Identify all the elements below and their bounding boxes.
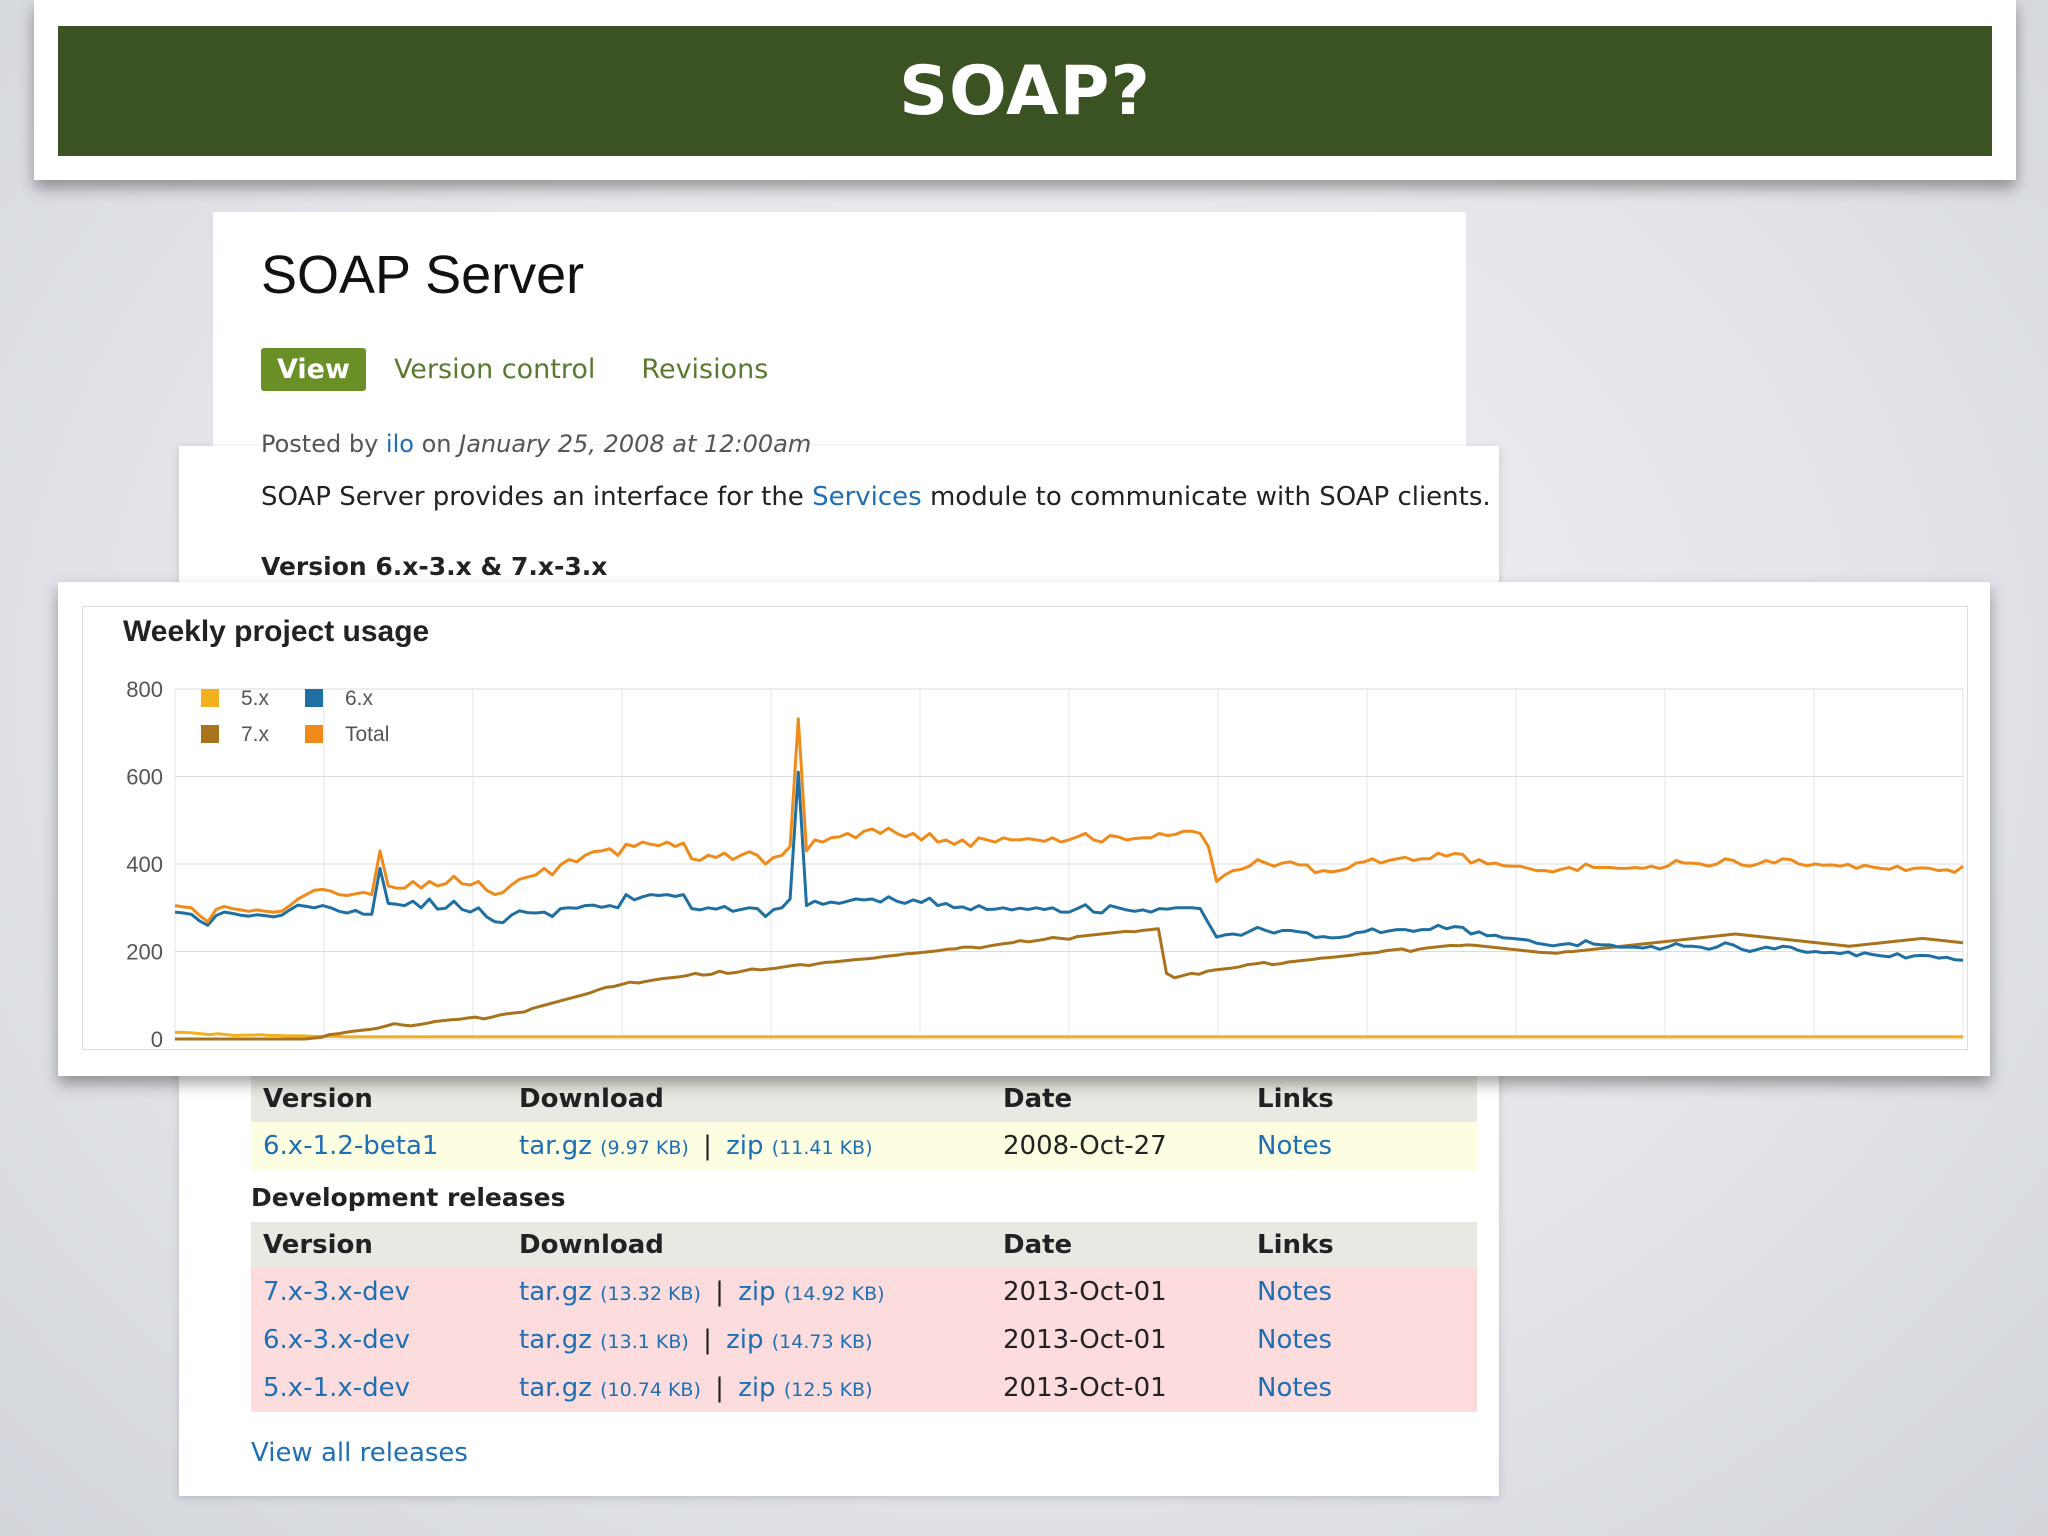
zip-size: (11.41 KB) — [771, 1137, 873, 1159]
zip-size: (14.92 KB) — [783, 1283, 885, 1305]
legend-label: Total — [345, 723, 389, 746]
slide-title-frame: SOAP? — [34, 0, 2016, 180]
notes-link[interactable]: Notes — [1257, 1131, 1333, 1161]
version-link[interactable]: 6.x-3.x-dev — [263, 1325, 411, 1355]
download-separator: | — [703, 1325, 712, 1355]
chart-title: Weekly project usage — [123, 615, 429, 648]
table-header-row: Version Download Date Links — [251, 1076, 1477, 1122]
zip-link[interactable]: zip — [726, 1325, 764, 1355]
legend-label: 6.x — [345, 687, 374, 710]
notes-link[interactable]: Notes — [1257, 1277, 1333, 1307]
col-version: Version — [251, 1222, 507, 1268]
usage-chart-frame: Weekly project usage 0 200 400 600 800 5.x 6.x 7… — [58, 582, 1990, 1076]
targz-link[interactable]: tar.gz — [519, 1373, 592, 1403]
legend-swatch — [305, 725, 323, 743]
col-download: Download — [507, 1076, 991, 1122]
targz-size: (9.97 KB) — [600, 1137, 689, 1159]
notes-link[interactable]: Notes — [1257, 1373, 1333, 1403]
version-link[interactable]: 6.x-1.2-beta1 — [263, 1131, 439, 1161]
col-links: Links — [1245, 1222, 1477, 1268]
slide-title-bar: SOAP? — [58, 26, 1992, 156]
release-date: 2013-Oct-01 — [991, 1316, 1245, 1364]
legend-swatch — [201, 725, 219, 743]
release-date: 2013-Oct-01 — [991, 1268, 1245, 1316]
development-releases-table: Version Download Date Links 7.x-3.x-dev … — [251, 1222, 1477, 1412]
zip-size: (14.73 KB) — [771, 1331, 873, 1353]
table-header-row: Version Download Date Links — [251, 1222, 1477, 1268]
table-row: 6.x-3.x-dev tar.gz (13.1 KB) | zip (14.7… — [251, 1316, 1477, 1364]
targz-size: (10.74 KB) — [600, 1379, 701, 1401]
table-row: 7.x-3.x-dev tar.gz (13.32 KB) | zip (14.… — [251, 1268, 1477, 1316]
posted-byline: Posted by ilo on January 25, 2008 at 12:… — [261, 430, 811, 458]
legend-swatch — [201, 689, 219, 707]
y-tick-label: 800 — [126, 677, 163, 702]
author-link[interactable]: ilo — [385, 430, 414, 458]
project-page-top-panel — [213, 212, 1466, 452]
posted-date: January 25, 2008 at 12:00am — [459, 430, 812, 458]
slide-title: SOAP? — [899, 51, 1151, 131]
legend-label: 5.x — [241, 687, 270, 710]
download-separator: | — [715, 1277, 724, 1307]
table-row: 5.x-1.x-dev tar.gz (10.74 KB) | zip (12.… — [251, 1364, 1477, 1412]
col-date: Date — [991, 1076, 1245, 1122]
y-tick-label: 600 — [126, 765, 163, 790]
targz-link[interactable]: tar.gz — [519, 1277, 592, 1307]
col-date: Date — [991, 1222, 1245, 1268]
zip-link[interactable]: zip — [738, 1277, 776, 1307]
download-separator: | — [715, 1373, 724, 1403]
usage-chart: Weekly project usage 0 200 400 600 800 5.x 6.x 7… — [82, 606, 1968, 1050]
targz-size: (13.1 KB) — [600, 1331, 689, 1353]
legend-swatch — [305, 689, 323, 707]
y-tick-label: 0 — [151, 1027, 163, 1049]
project-description: SOAP Server provides an interface for th… — [261, 482, 1491, 512]
project-tabs: View Version control Revisions — [261, 348, 814, 391]
zip-link[interactable]: zip — [726, 1131, 764, 1161]
table-row: 6.x-1.2-beta1 tar.gz (9.97 KB) | zip (11… — [251, 1122, 1477, 1170]
tab-version-control[interactable]: Version control — [393, 354, 596, 385]
y-tick-label: 400 — [126, 852, 163, 877]
targz-size: (13.32 KB) — [600, 1283, 701, 1305]
y-tick-label: 200 — [126, 940, 163, 965]
release-date: 2008-Oct-27 — [991, 1122, 1245, 1170]
view-all-releases-link[interactable]: View all releases — [251, 1438, 468, 1468]
recommended-releases-table: Version Download Date Links 6.x-1.2-beta… — [251, 1076, 1477, 1170]
targz-link[interactable]: tar.gz — [519, 1131, 592, 1161]
description-before: SOAP Server provides an interface for th… — [261, 482, 804, 512]
col-version: Version — [251, 1076, 507, 1122]
services-link[interactable]: Services — [812, 482, 922, 512]
targz-link[interactable]: tar.gz — [519, 1325, 592, 1355]
legend-label: 7.x — [241, 723, 270, 746]
col-links: Links — [1245, 1076, 1477, 1122]
version-link[interactable]: 7.x-3.x-dev — [263, 1277, 411, 1307]
series-line-total — [174, 717, 1964, 924]
notes-link[interactable]: Notes — [1257, 1325, 1333, 1355]
description-after: module to communicate with SOAP clients. — [929, 482, 1491, 512]
download-separator: | — [703, 1131, 712, 1161]
page-title: SOAP Server — [261, 245, 585, 305]
series-line-6-x — [174, 770, 1964, 962]
zip-size: (12.5 KB) — [783, 1379, 873, 1401]
series-line-5-x — [175, 1030, 1963, 1039]
col-download: Download — [507, 1222, 991, 1268]
posted-prefix: Posted by — [261, 430, 379, 458]
zip-link[interactable]: zip — [738, 1373, 776, 1403]
version-link[interactable]: 5.x-1.x-dev — [263, 1373, 411, 1403]
tab-revisions[interactable]: Revisions — [641, 354, 769, 385]
development-releases-heading: Development releases — [251, 1183, 566, 1212]
usage-chart-svg: Weekly project usage 0 200 400 600 800 5.x 6.x 7… — [123, 615, 1964, 1049]
release-date: 2013-Oct-01 — [991, 1364, 1245, 1412]
version-heading: Version 6.x-3.x & 7.x-3.x — [261, 552, 608, 581]
posted-on: on — [421, 430, 452, 458]
tab-view[interactable]: View — [261, 348, 366, 391]
series-line-7-x — [175, 927, 1964, 1041]
